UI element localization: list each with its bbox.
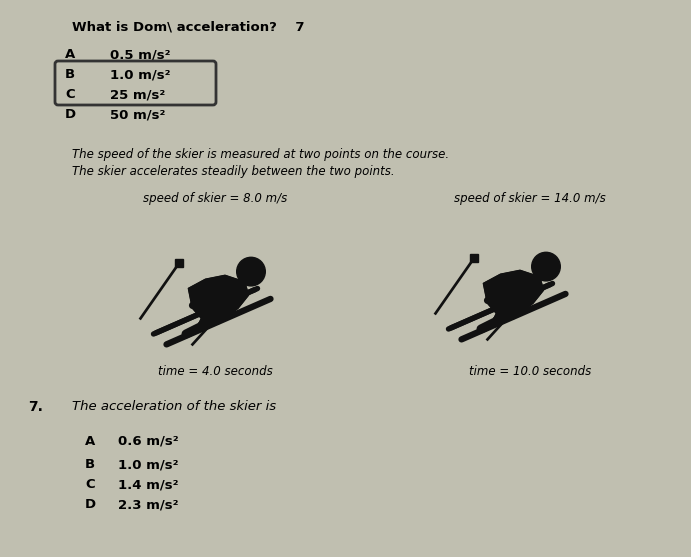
- Text: speed of skier = 14.0 m/s: speed of skier = 14.0 m/s: [454, 192, 606, 205]
- Text: 2.3 m/s²: 2.3 m/s²: [118, 498, 178, 511]
- Text: The speed of the skier is measured at two points on the course.: The speed of the skier is measured at tw…: [72, 148, 449, 161]
- Text: The skier accelerates steadily between the two points.: The skier accelerates steadily between t…: [72, 165, 395, 178]
- Text: What is Dom\ acceleration?    7: What is Dom\ acceleration? 7: [72, 20, 305, 33]
- Text: B: B: [65, 68, 75, 81]
- Text: The acceleration of the skier is: The acceleration of the skier is: [72, 400, 276, 413]
- Text: 7.: 7.: [28, 400, 43, 414]
- Text: D: D: [85, 498, 96, 511]
- Text: C: C: [85, 478, 95, 491]
- Circle shape: [196, 296, 207, 307]
- Polygon shape: [484, 271, 543, 319]
- Text: 1.4 m/s²: 1.4 m/s²: [118, 478, 178, 491]
- Text: D: D: [65, 108, 76, 121]
- Polygon shape: [189, 276, 248, 324]
- Circle shape: [531, 252, 560, 281]
- Text: B: B: [85, 458, 95, 471]
- Text: A: A: [65, 48, 75, 61]
- Text: A: A: [85, 435, 95, 448]
- Text: 25 m/s²: 25 m/s²: [110, 88, 165, 101]
- Text: 0.5 m/s²: 0.5 m/s²: [110, 48, 171, 61]
- Text: time = 4.0 seconds: time = 4.0 seconds: [158, 365, 272, 378]
- Text: 1.0 m/s²: 1.0 m/s²: [110, 68, 171, 81]
- Circle shape: [491, 291, 502, 302]
- Text: 1.0 m/s²: 1.0 m/s²: [118, 458, 178, 471]
- Text: 0.6 m/s²: 0.6 m/s²: [118, 435, 179, 448]
- Text: speed of skier = 8.0 m/s: speed of skier = 8.0 m/s: [143, 192, 287, 205]
- Circle shape: [237, 257, 265, 286]
- Text: 50 m/s²: 50 m/s²: [110, 108, 165, 121]
- Text: C: C: [65, 88, 75, 101]
- Text: time = 10.0 seconds: time = 10.0 seconds: [469, 365, 591, 378]
